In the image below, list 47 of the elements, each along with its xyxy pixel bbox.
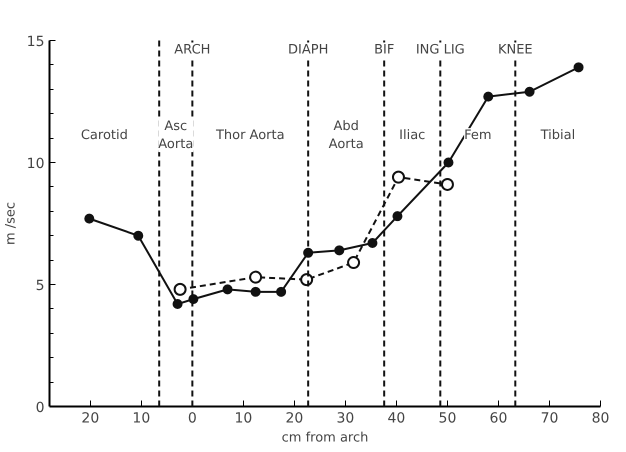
annotation: Carotid (80, 128, 128, 144)
point (249, 270, 262, 284)
point (392, 211, 402, 222)
y-tick-label: 10 (26, 156, 45, 172)
point (172, 299, 183, 310)
x-tick-label: 40 (388, 410, 406, 426)
point (443, 158, 454, 168)
y-tick-label: 15 (26, 34, 45, 50)
annotation: Abd Aorta (328, 119, 364, 152)
x-tick-label: 30 (336, 410, 354, 426)
annotation: Iliac (399, 128, 426, 144)
ref-line-label: ARCH (174, 42, 210, 58)
point (133, 230, 144, 241)
y-axis-title: m /sec (4, 202, 19, 246)
point (174, 282, 187, 296)
point (84, 214, 94, 224)
x-tick-label: 0 (188, 410, 197, 426)
x-tick-label: 20 (81, 410, 100, 426)
x-tick-label: 10 (132, 410, 150, 426)
ref-line-label: DIAPH (288, 42, 328, 58)
point (250, 286, 261, 297)
annotation: Thor Aorta (214, 128, 285, 144)
point (440, 178, 454, 191)
x-axis-title: cm from arch (282, 430, 368, 446)
ref-line-label: ING LIG (416, 42, 465, 58)
point (392, 170, 405, 184)
point (276, 286, 286, 297)
point (334, 245, 344, 256)
x-tick-label: 80 (592, 410, 610, 426)
y-tick-label: 5 (36, 278, 45, 294)
annotation: Fem (464, 128, 492, 144)
annotation: Asc Aorta (158, 119, 194, 152)
x-tick-label: 10 (234, 410, 252, 426)
point (574, 62, 584, 72)
annotation: Tibial (540, 128, 576, 144)
point (347, 256, 360, 270)
x-tick-label: 20 (285, 410, 304, 426)
y-tick-label: 0 (36, 400, 45, 416)
ref-line-label: KNEE (498, 42, 533, 58)
x-tick-label: 70 (540, 410, 558, 426)
point (483, 92, 494, 102)
x-tick-label: 60 (490, 410, 508, 426)
point (367, 238, 378, 248)
point (524, 86, 535, 97)
point (222, 284, 233, 294)
ref-line-label: BIF (374, 42, 394, 58)
x-tick-label: 50 (438, 410, 456, 426)
